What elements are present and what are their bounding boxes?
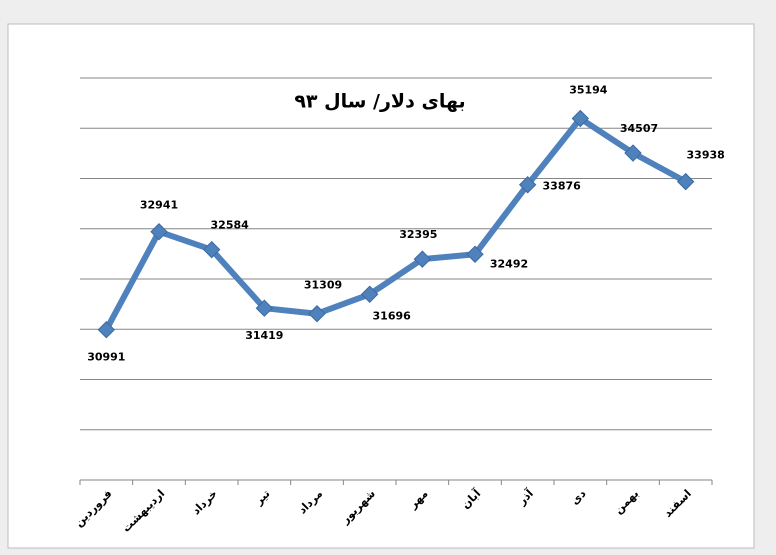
- data-label: 33938: [687, 149, 725, 162]
- marker: [518, 176, 537, 194]
- data-label: 31309: [304, 279, 342, 292]
- marker: [150, 223, 168, 241]
- marker: [202, 240, 221, 259]
- data-label: 35194: [569, 84, 608, 97]
- data-label: 32492: [490, 257, 528, 270]
- marker: [360, 285, 379, 303]
- data-label: 31419: [245, 329, 283, 342]
- data-label: 32941: [140, 199, 178, 212]
- marker: [413, 250, 432, 268]
- chart-title: بهای دلار/ سال ۹۳: [294, 91, 465, 113]
- marker: [97, 320, 116, 339]
- marker: [624, 144, 642, 162]
- data-label: 30991: [87, 351, 125, 364]
- line: [103, 115, 688, 332]
- marker: [255, 299, 274, 317]
- marker: [571, 109, 590, 128]
- data-label: 33876: [543, 180, 582, 193]
- data-label: 34507: [620, 122, 658, 135]
- marker: [308, 305, 326, 323]
- data-label: 32584: [211, 219, 250, 232]
- data-label: 31696: [373, 309, 412, 322]
- marker: [466, 245, 484, 263]
- marker: [676, 172, 695, 191]
- data-label: 32395: [399, 228, 437, 241]
